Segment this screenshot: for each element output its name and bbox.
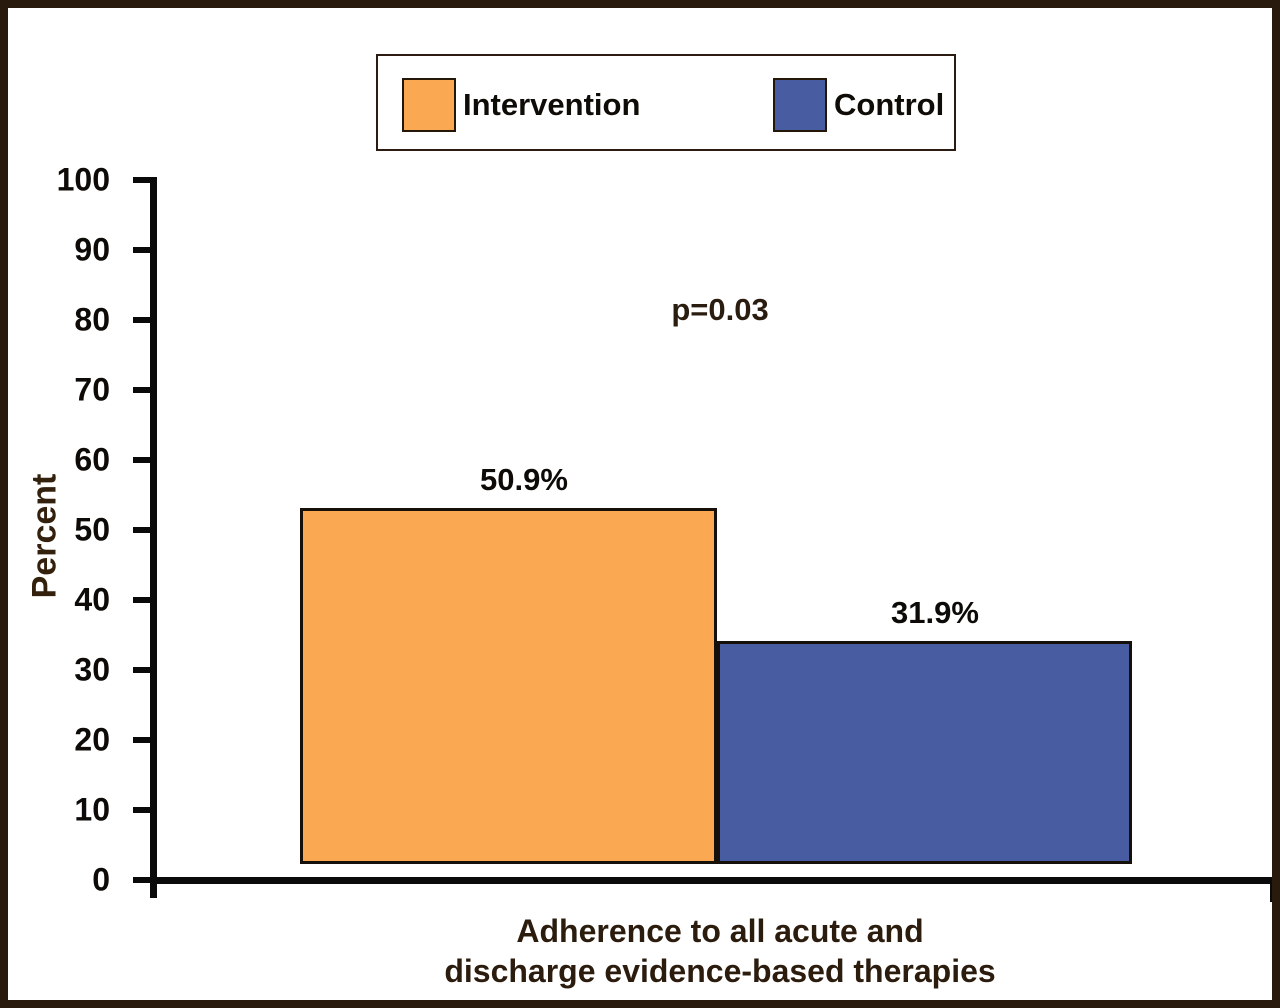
legend: Intervention Control bbox=[376, 54, 956, 151]
y-tick-label-100: 100 bbox=[56, 161, 110, 198]
legend-label-control: Control bbox=[834, 87, 945, 122]
y-tick-label-40: 40 bbox=[74, 581, 110, 618]
y-tick-label-30: 30 bbox=[74, 651, 110, 688]
y-tick-mark-90 bbox=[133, 247, 157, 253]
y-tick-mark-80 bbox=[133, 317, 157, 323]
y-tick-mark-70 bbox=[133, 387, 157, 393]
p-value-annotation: p=0.03 bbox=[671, 292, 769, 327]
intervention-swatch bbox=[402, 78, 456, 132]
y-tick-label-70: 70 bbox=[74, 371, 110, 408]
y-axis-title: Percent bbox=[25, 473, 64, 599]
legend-label-intervention: Intervention bbox=[463, 87, 641, 122]
y-tick-mark-60 bbox=[133, 457, 157, 463]
bar-value-label-control: 31.9% bbox=[891, 594, 979, 630]
y-tick-label-10: 10 bbox=[74, 791, 110, 828]
y-tick-label-80: 80 bbox=[74, 301, 110, 338]
y-tick-mark-0 bbox=[133, 877, 157, 883]
y-tick-mark-20 bbox=[133, 737, 157, 743]
bar-intervention bbox=[300, 507, 717, 864]
y-tick-label-60: 60 bbox=[74, 441, 110, 478]
y-tick-label-20: 20 bbox=[74, 721, 110, 758]
y-tick-label-90: 90 bbox=[74, 231, 110, 268]
x-axis-end-tick bbox=[1270, 877, 1272, 902]
legend-item-intervention: Intervention bbox=[402, 78, 640, 132]
x-axis-title: Adherence to all acute and discharge evi… bbox=[444, 911, 995, 991]
bar-control bbox=[717, 640, 1132, 864]
y-tick-label-0: 0 bbox=[92, 861, 110, 898]
y-tick-mark-50 bbox=[133, 527, 157, 533]
control-swatch bbox=[773, 78, 827, 132]
y-tick-mark-40 bbox=[133, 597, 157, 603]
y-tick-mark-10 bbox=[133, 807, 157, 813]
legend-item-control: Control bbox=[773, 78, 944, 132]
y-tick-mark-100 bbox=[133, 177, 157, 183]
x-axis-title-line2: discharge evidence-based therapies bbox=[444, 953, 996, 989]
y-tick-mark-30 bbox=[133, 667, 157, 673]
x-axis-title-line1: Adherence to all acute and bbox=[516, 913, 924, 949]
y-axis-line bbox=[150, 178, 157, 898]
x-axis-line bbox=[150, 877, 1272, 884]
bar-value-label-intervention: 50.9% bbox=[480, 461, 568, 497]
y-tick-label-50: 50 bbox=[74, 511, 110, 548]
